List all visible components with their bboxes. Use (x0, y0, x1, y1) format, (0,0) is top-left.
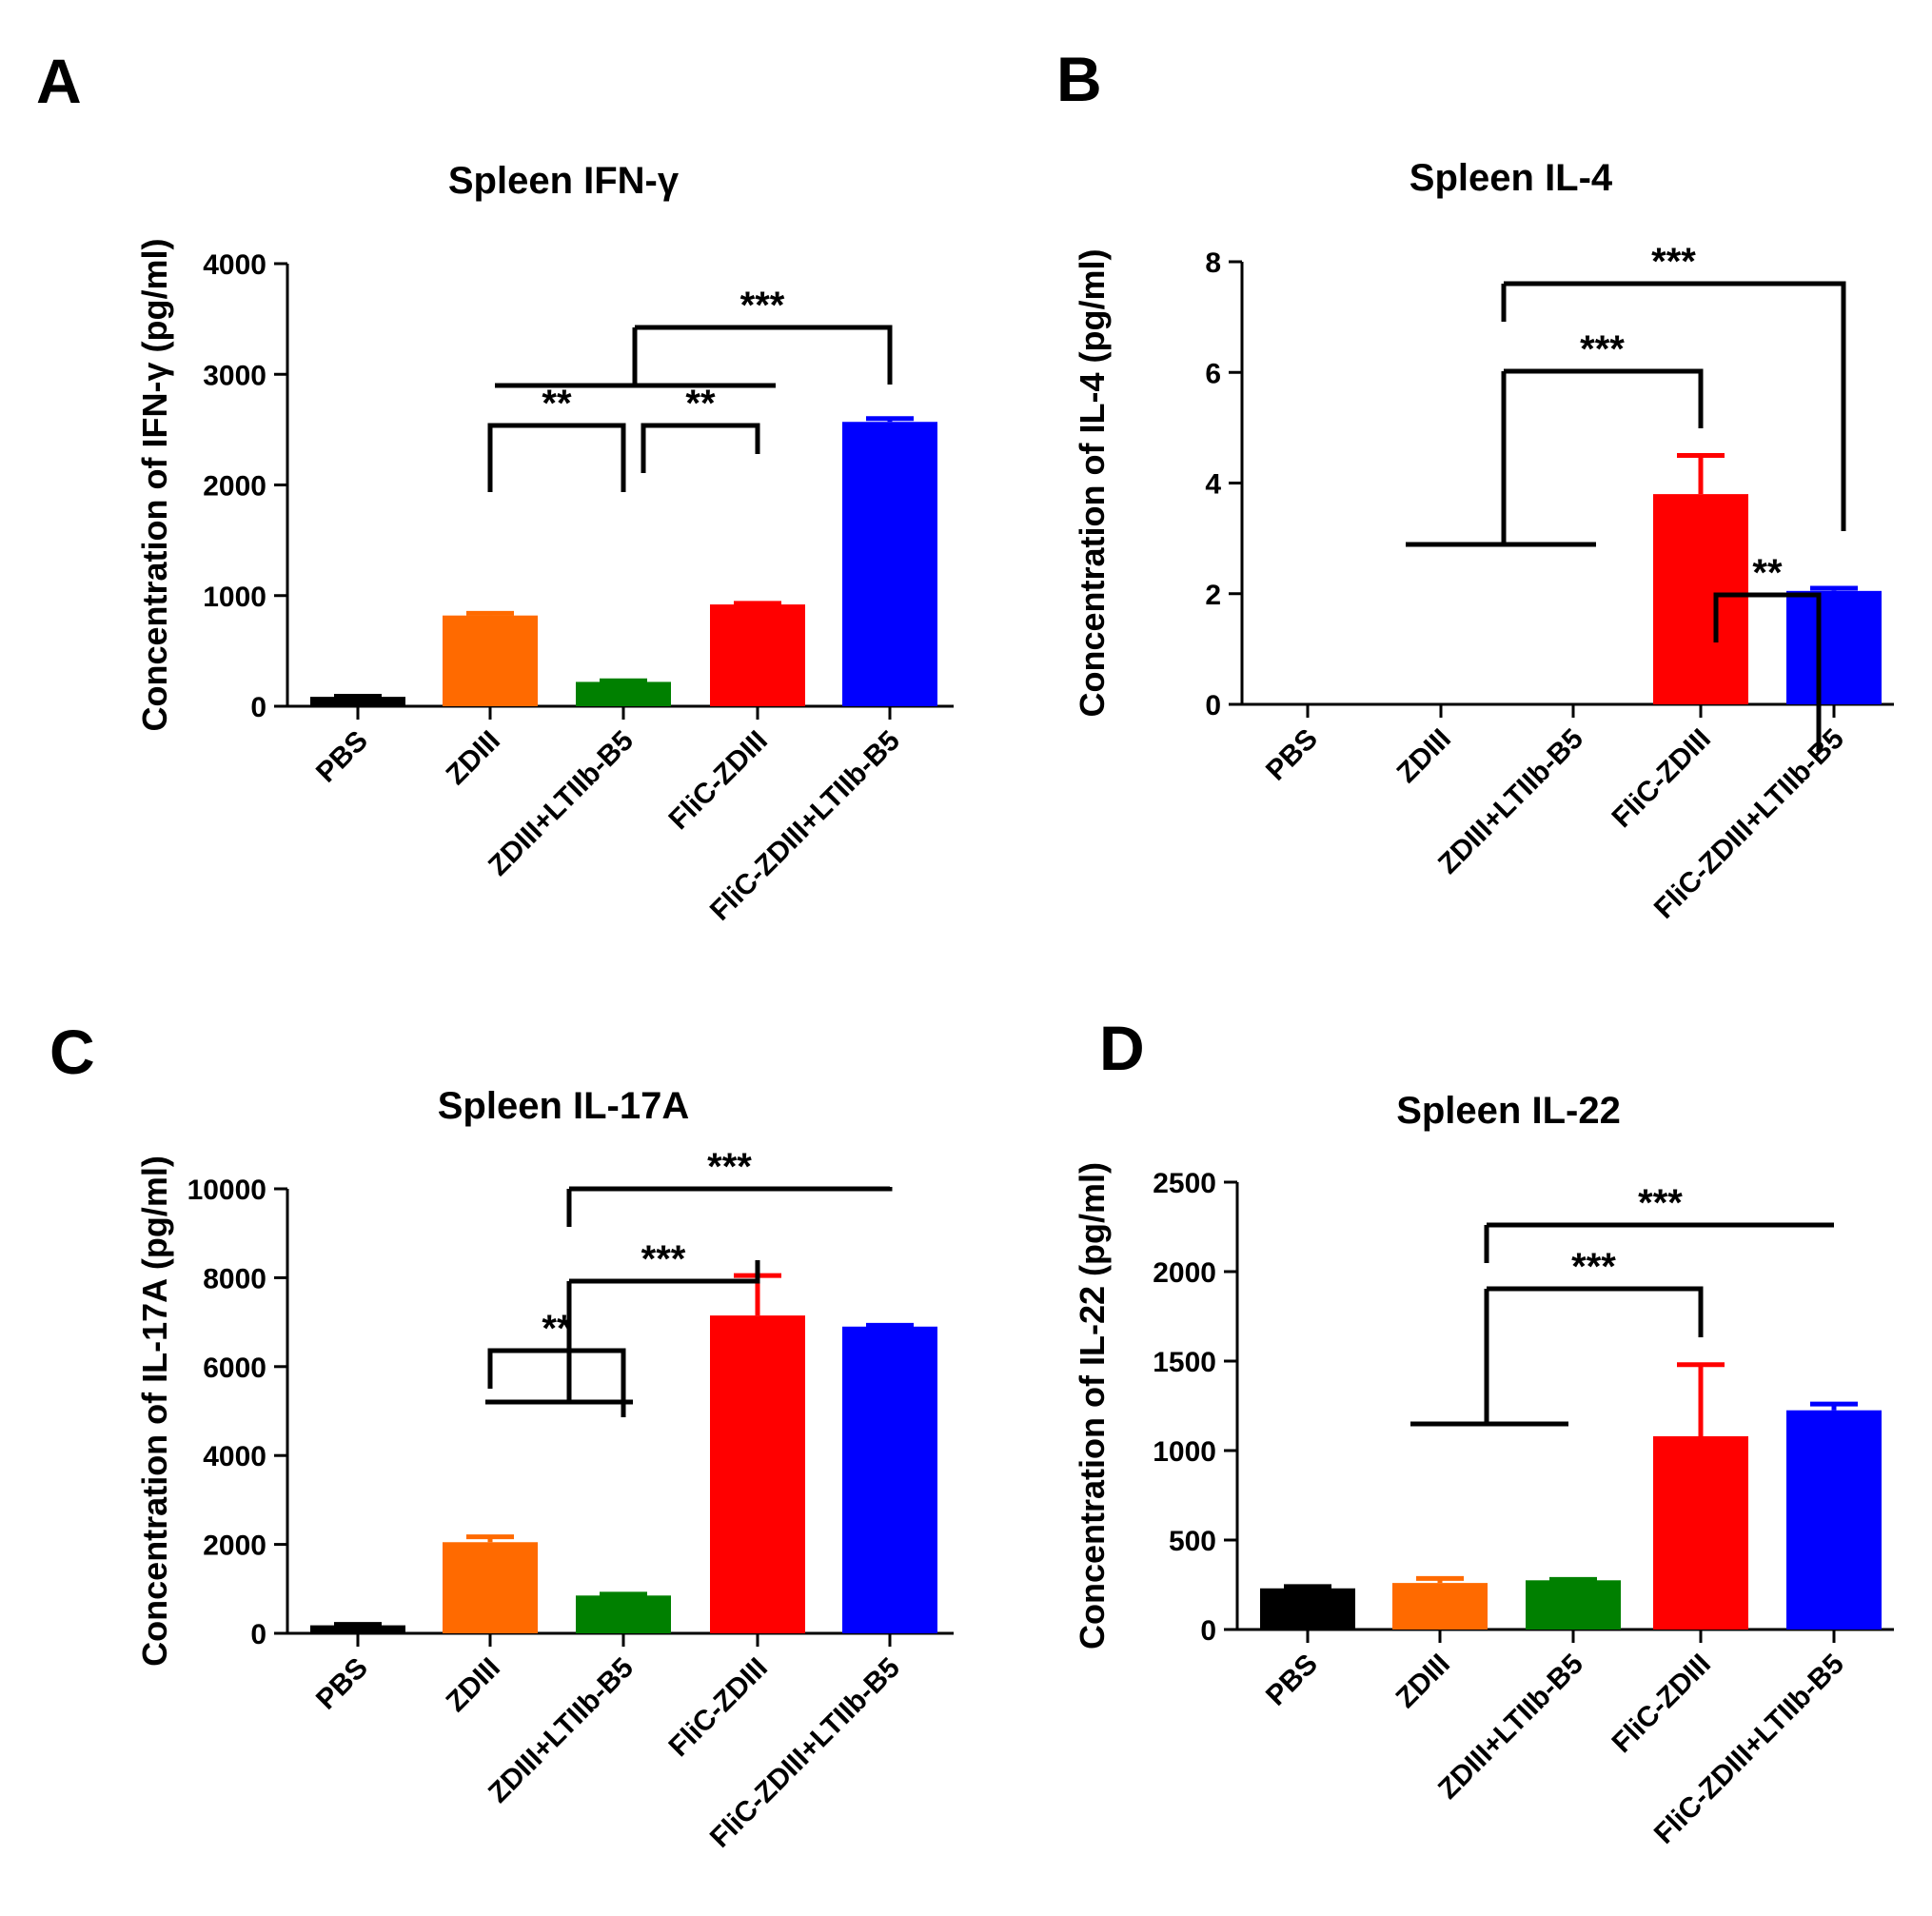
significance-bracket (641, 423, 760, 473)
y-tick-label: 4000 (203, 1441, 266, 1472)
y-tick-label: 4 (1205, 469, 1221, 501)
bar-flic-zdiii-ltiib-b5 (842, 422, 937, 706)
panel-c: C Spleen IL-17A Concentration of IL-17A (p… (49, 1017, 954, 1854)
panel-letter: A (36, 46, 82, 116)
panel-a: A Spleen IFN-γ Concentration of IFN-γ (pg/… (36, 46, 954, 927)
y-tick-label: 8000 (203, 1263, 266, 1294)
chart-title: Spleen IL-17A (438, 1085, 690, 1127)
y-tick-label: 3000 (203, 360, 266, 391)
bar-zdiii-ltiib-b5 (576, 1595, 671, 1633)
significance-bracket (635, 325, 893, 385)
y-tick-label: 1000 (1153, 1436, 1216, 1468)
y-tick-label: 500 (1169, 1526, 1216, 1557)
x-tick-label: ZDIII (1391, 723, 1457, 789)
bar-flic-zdiii (1653, 494, 1748, 704)
y-tick-label: 2000 (1153, 1257, 1216, 1289)
bar-zdiii (1392, 1583, 1488, 1630)
significance-label: *** (740, 285, 785, 326)
y-tick-label: 0 (1205, 690, 1221, 721)
significance-bracket (487, 1348, 626, 1417)
y-tick-label: 10000 (187, 1175, 266, 1206)
bar-pbs (310, 697, 405, 706)
bar-pbs (1260, 1588, 1355, 1630)
y-tick-label: 4000 (203, 249, 266, 281)
y-tick-label: 1000 (203, 582, 266, 613)
significance-label: *** (707, 1146, 752, 1188)
bar-flic-zdiii (1653, 1435, 1748, 1630)
y-axis-label: Concentration of IFN-γ (pg/ml) (135, 239, 174, 732)
y-tick-label: 0 (250, 1619, 266, 1650)
y-tick-label: 0 (1200, 1615, 1216, 1647)
significance-bracket (1713, 592, 1822, 752)
x-tick-label: FliC-ZDIII (1607, 1649, 1717, 1759)
significance-label: *** (1580, 328, 1625, 370)
y-tick-label: 2500 (1153, 1168, 1216, 1199)
significance-bracket (1504, 281, 1846, 531)
x-tick-label: ZDIII (441, 725, 506, 791)
x-tick-label: ZDIII+LTIIb-B5 (1432, 1649, 1589, 1806)
x-tick-label: ZDIII (1390, 1649, 1456, 1714)
y-tick-label: 2000 (203, 471, 266, 503)
panel-letter: C (49, 1017, 95, 1087)
x-tick-label: PBS (310, 1652, 374, 1716)
x-tick-label: ZDIII+LTIIb-B5 (483, 725, 640, 882)
significance-label: ** (542, 383, 572, 425)
panel-d: D Spleen IL-22 Concentration of IL-22 (pg/… (1073, 1013, 1894, 1850)
panel-letter: B (1056, 44, 1102, 114)
bar-flic-zdiii-ltiib-b5 (842, 1326, 937, 1633)
significance-bracket (569, 1260, 760, 1284)
significance-bracket (487, 423, 626, 492)
y-axis-label: Concentration of IL-22 (pg/ml) (1073, 1162, 1112, 1649)
significance-label: *** (1571, 1246, 1616, 1288)
bar-zdiii-ltiib-b5 (1526, 1580, 1621, 1630)
y-tick-label: 6000 (203, 1353, 266, 1384)
significance-label: *** (1638, 1182, 1683, 1224)
significance-bracket (1487, 1286, 1704, 1337)
bar-flic-zdiii (710, 1315, 805, 1633)
y-axis-label: Concentration of IL-4 (pg/ml) (1073, 249, 1112, 718)
x-tick-label: PBS (310, 725, 374, 789)
bar-flic-zdiii-ltiib-b5 (1786, 590, 1882, 704)
y-tick-label: 1500 (1153, 1347, 1216, 1378)
significance-bracket (1504, 368, 1704, 428)
x-tick-label: PBS (1260, 1649, 1324, 1712)
significance-label: *** (641, 1238, 686, 1280)
y-tick-label: 2000 (203, 1531, 266, 1562)
panel-b: B Spleen IL-4 Concentration of IL-4 (pg/ml… (1056, 44, 1894, 925)
y-axis-label: Concentration of IL-17A (pg/ml) (135, 1156, 174, 1667)
bar-zdiii-ltiib-b5 (576, 681, 671, 706)
y-tick-label: 0 (250, 692, 266, 723)
bar-pbs (310, 1625, 405, 1633)
panel-letter: D (1099, 1013, 1145, 1083)
x-tick-label: FliC-ZDIII (1607, 723, 1717, 834)
chart-title: Spleen IL-4 (1410, 157, 1613, 199)
significance-bracket (569, 1186, 893, 1192)
significance-label: *** (1651, 241, 1696, 283)
chart-title: Spleen IFN-γ (448, 160, 680, 202)
bar-flic-zdiii (710, 604, 805, 706)
y-tick-label: 2 (1205, 580, 1221, 611)
x-tick-label: ZDIII+LTIIb-B5 (1432, 723, 1589, 880)
bar-zdiii (443, 1542, 538, 1633)
x-tick-label: PBS (1260, 723, 1324, 787)
y-tick-label: 8 (1205, 247, 1221, 279)
x-tick-label: FliC-ZDIII (663, 725, 774, 836)
x-tick-label: ZDIII+LTIIb-B5 (483, 1652, 640, 1809)
y-tick-label: 6 (1205, 358, 1221, 389)
x-tick-label: ZDIII (441, 1652, 506, 1718)
bar-flic-zdiii-ltiib-b5 (1786, 1410, 1882, 1630)
bar-zdiii (443, 615, 538, 706)
x-tick-label: FliC-ZDIII (663, 1652, 774, 1763)
significance-label: ** (685, 383, 716, 425)
significance-label: ** (1752, 552, 1783, 594)
chart-title: Spleen IL-22 (1396, 1090, 1621, 1132)
